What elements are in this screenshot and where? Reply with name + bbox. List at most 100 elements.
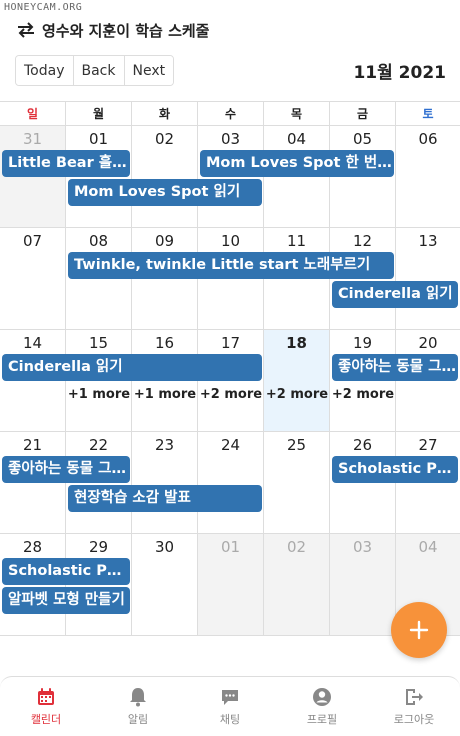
nav-item-chat[interactable]: 채팅 [184,677,276,736]
day-cell[interactable]: 03 [330,534,396,635]
day-number: 04 [286,130,307,148]
day-number: 04 [418,538,438,556]
day-cell[interactable]: 22 [66,432,132,533]
day-number: 02 [286,538,307,556]
nav-label: 로그아웃 [393,713,435,726]
event-bar[interactable]: Twinkle, twinkle Little start 노래부르기 [68,252,394,279]
day-number: 25 [286,436,307,454]
nav-item-bell[interactable]: 알림 [92,677,184,736]
today-button[interactable]: Today [16,56,74,85]
day-cell[interactable]: 18 [264,330,330,431]
calendar-week: 21 22 23 24 25 26 27 좋아하는 동물 그리기 Scholastic Phon… [0,432,460,534]
day-cell[interactable]: 29 [66,534,132,635]
app-title: 영수와 지훈이 학습 스케줄 [42,21,210,40]
event-bar[interactable]: 현장학습 소감 발표 [68,485,262,512]
event-bar[interactable]: 좋아하는 동물 그리기 [2,456,130,483]
day-number: 15 [88,334,109,352]
day-cell[interactable]: 01 [66,126,132,227]
event-bar[interactable]: Little Bear 흘려듣기 [2,150,130,177]
event-bar[interactable]: Scholastic Phonics [332,456,458,483]
day-cell[interactable]: 25 [264,432,330,533]
watermark: HONEYCAM.ORG [4,2,83,13]
month-title: 11월 2021 [353,63,446,83]
day-number: 17 [220,334,241,352]
event-bar[interactable]: Mom Loves Spot 한 번 더 듣기 [200,150,394,177]
calendar-icon [38,688,54,705]
calendar-week: 28 29 30 01 02 03 04 Scholastic Phonics알파벳 모형 만… [0,534,460,636]
day-number: 07 [22,232,43,250]
calendar-week: 07 08 09 10 11 12 13 Twinkle, twinkle Little st… [0,228,460,330]
day-cell[interactable]: 23 [132,432,198,533]
nav-item-calendar[interactable]: 캘린더 [0,677,92,736]
day-number: 08 [88,232,109,250]
day-number: 18 [286,334,307,352]
day-cell[interactable]: 02 [132,126,198,227]
day-number: 13 [418,232,438,250]
day-number: 11 [286,232,307,250]
more-events-link[interactable]: +1 more [67,387,131,402]
day-number: 26 [352,436,373,454]
day-number: 10 [220,232,241,250]
day-number: 29 [88,538,109,556]
day-cell[interactable]: 06 [396,126,460,227]
day-cell[interactable]: 07 [0,228,66,329]
day-number: 03 [352,538,373,556]
weekday-label: 화 [132,102,198,125]
day-cell[interactable]: 13 [396,228,460,329]
profile-icon [313,688,331,706]
day-number: 31 [22,130,43,148]
day-cell[interactable]: 24 [198,432,264,533]
calendar-week: 14 15 16 17 18 19 20 Cinderella 읽기 좋아하는 동물 그리기 +1… [0,330,460,432]
event-bar[interactable]: Scholastic Phonics [2,558,130,585]
day-cell[interactable]: 27 [396,432,460,533]
more-events-link[interactable]: +1 more [133,387,197,402]
bell-icon [130,688,146,707]
more-events-link[interactable]: +2 more [265,387,329,402]
more-events-link[interactable]: +2 more [331,387,395,402]
day-cell[interactable]: 30 [132,534,198,635]
day-cell[interactable]: 01 [198,534,264,635]
logout-icon [406,689,423,705]
day-number: 16 [154,334,175,352]
back-button[interactable]: Back [73,56,125,85]
day-number: 19 [352,334,373,352]
day-cell[interactable]: 12 [330,228,396,329]
nav-label: 프로필 [306,713,338,726]
nav-label: 알림 [127,713,149,726]
weekday-label: 토 [422,107,434,121]
day-number: 03 [220,130,241,148]
nav-item-profile[interactable]: 프로필 [276,677,368,736]
add-event-button[interactable] [391,602,447,658]
more-events-link[interactable]: +2 more [199,387,263,402]
plus-icon [409,620,429,640]
weekday-label: 월 [66,102,132,125]
event-bar[interactable]: 알파벳 모형 만들기 [2,587,130,614]
event-bar[interactable]: Cinderella 읽기 [332,281,458,308]
event-bar[interactable]: 좋아하는 동물 그리기 [332,354,458,381]
day-number: 20 [418,334,438,352]
day-number: 24 [220,436,241,454]
day-cell[interactable]: 20 [396,330,460,431]
nav-item-logout[interactable]: 로그아웃 [368,677,460,736]
day-number: 12 [352,232,373,250]
day-number: 28 [22,538,43,556]
app-header: 영수와 지훈이 학습 스케줄 [0,14,460,46]
calendar-toolbar: Today Back Next [15,55,175,86]
event-bar[interactable]: Mom Loves Spot 읽기 [68,179,262,206]
day-number: 01 [220,538,241,556]
day-cell[interactable]: 05 [330,126,396,227]
day-cell[interactable]: 02 [264,534,330,635]
day-number: 21 [22,436,43,454]
nav-label: 채팅 [219,713,241,726]
next-button[interactable]: Next [124,56,174,85]
day-cell[interactable]: 17 [198,330,264,431]
swap-icon[interactable] [16,22,36,38]
day-number: 30 [154,538,175,556]
day-number: 09 [154,232,175,250]
nav-label: 캘린더 [30,713,62,726]
event-bar[interactable]: Cinderella 읽기 [2,354,262,381]
day-number: 02 [154,130,175,148]
day-number: 05 [352,130,373,148]
